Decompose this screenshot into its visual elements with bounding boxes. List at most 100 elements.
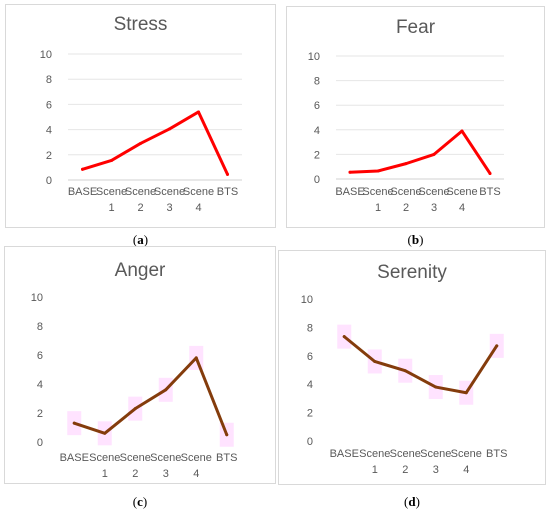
y-tick-label: 10 xyxy=(40,49,52,61)
series-line xyxy=(72,356,229,437)
x-tick-label: BASE xyxy=(68,186,97,198)
x-tick-label: 3 xyxy=(166,202,172,214)
y-tick-label: 8 xyxy=(307,322,313,334)
x-tick-label: Scene xyxy=(181,452,212,464)
x-tick-label: 4 xyxy=(459,202,465,214)
y-tick-label: 2 xyxy=(307,408,313,420)
y-tick-label: 2 xyxy=(46,150,52,162)
chart-title-serenity: Serenity xyxy=(377,262,447,283)
data-point xyxy=(110,158,113,162)
chart-title-stress: Stress xyxy=(113,14,168,35)
x-tick-label: Scene xyxy=(96,186,127,198)
y-tick-label: 4 xyxy=(314,125,320,137)
data-point xyxy=(226,172,229,176)
y-tick-label: 2 xyxy=(314,149,320,161)
data-point xyxy=(81,167,84,171)
x-tick-label: 1 xyxy=(102,468,108,480)
data-point xyxy=(72,421,76,425)
x-tick-label: 3 xyxy=(431,202,437,214)
x-tick-label: 2 xyxy=(137,202,143,214)
y-tick-label: 4 xyxy=(37,379,43,391)
chart-frame-stress xyxy=(5,4,276,228)
x-tick-label: 4 xyxy=(193,468,199,480)
x-tick-label: BTS xyxy=(217,186,238,198)
x-tick-label: 4 xyxy=(463,464,469,476)
y-tick-label: 0 xyxy=(37,437,43,449)
data-point xyxy=(373,359,377,363)
x-tick-label: Scene xyxy=(150,452,181,464)
panel-caption-stress: (a) xyxy=(132,232,149,247)
x-tick-label: BASE xyxy=(60,452,89,464)
x-tick-label: Scene xyxy=(89,452,120,464)
data-point xyxy=(376,169,380,173)
x-tick-label: BTS xyxy=(216,452,237,464)
data-point xyxy=(168,127,171,131)
x-tick-label: BASE xyxy=(335,186,364,198)
x-tick-label: Scene xyxy=(390,186,421,198)
data-point xyxy=(432,152,436,156)
x-tick-label: 1 xyxy=(375,202,381,214)
y-tick-label: 8 xyxy=(46,74,52,86)
series-line xyxy=(348,129,492,175)
data-point xyxy=(139,141,142,145)
data-point xyxy=(488,171,492,175)
x-tick-label: Scene xyxy=(120,452,151,464)
x-tick-label: Scene xyxy=(420,448,451,460)
y-tick-label: 0 xyxy=(307,436,313,448)
x-tick-label: 1 xyxy=(108,202,114,214)
data-point xyxy=(348,170,352,174)
y-tick-label: 2 xyxy=(37,408,43,420)
y-tick-label: 6 xyxy=(46,99,52,111)
x-tick-label: Scene xyxy=(183,186,214,198)
chart-title-fear: Fear xyxy=(395,17,436,38)
chart-title-anger: Anger xyxy=(114,260,166,281)
data-point xyxy=(404,162,408,166)
data-point xyxy=(434,385,438,389)
y-tick-label: 6 xyxy=(314,100,320,112)
y-tick-label: 10 xyxy=(308,51,320,63)
data-point xyxy=(225,433,229,437)
x-tick-label: 1 xyxy=(372,464,378,476)
data-point xyxy=(197,110,200,114)
x-tick-label: BTS xyxy=(479,186,500,198)
y-tick-label: 8 xyxy=(37,321,43,333)
x-tick-label: Scene xyxy=(451,448,482,460)
x-tick-label: Scene xyxy=(446,186,477,198)
data-point xyxy=(403,369,407,373)
y-tick-label: 8 xyxy=(314,76,320,88)
x-tick-label: Scene xyxy=(362,186,393,198)
x-tick-label: Scene xyxy=(418,186,449,198)
y-tick-label: 0 xyxy=(314,174,320,186)
x-tick-label: 2 xyxy=(402,464,408,476)
y-tick-label: 6 xyxy=(37,350,43,362)
x-tick-label: Scene xyxy=(359,448,390,460)
data-point xyxy=(133,407,137,411)
data-point xyxy=(495,344,499,348)
x-tick-label: Scene xyxy=(154,186,185,198)
series-line xyxy=(342,335,499,395)
x-tick-label: 4 xyxy=(195,202,201,214)
y-tick-label: 4 xyxy=(307,379,313,391)
data-point xyxy=(464,391,468,395)
data-point xyxy=(342,335,346,339)
data-point xyxy=(194,356,198,360)
x-tick-label: BASE xyxy=(330,448,359,460)
x-tick-label: 2 xyxy=(132,468,138,480)
panel-caption-serenity: (d) xyxy=(404,494,420,509)
panel-caption-fear: (b) xyxy=(407,232,424,247)
y-tick-label: 0 xyxy=(46,175,52,187)
panel-caption-anger: (c) xyxy=(132,494,148,509)
series-line xyxy=(81,110,229,176)
data-point xyxy=(164,388,168,392)
x-tick-label: 2 xyxy=(403,202,409,214)
x-tick-label: Scene xyxy=(125,186,156,198)
y-tick-label: 6 xyxy=(307,351,313,363)
chart-frame-fear xyxy=(286,6,545,228)
x-tick-label: Scene xyxy=(390,448,421,460)
y-tick-label: 10 xyxy=(31,292,43,304)
x-tick-label: 3 xyxy=(433,464,439,476)
